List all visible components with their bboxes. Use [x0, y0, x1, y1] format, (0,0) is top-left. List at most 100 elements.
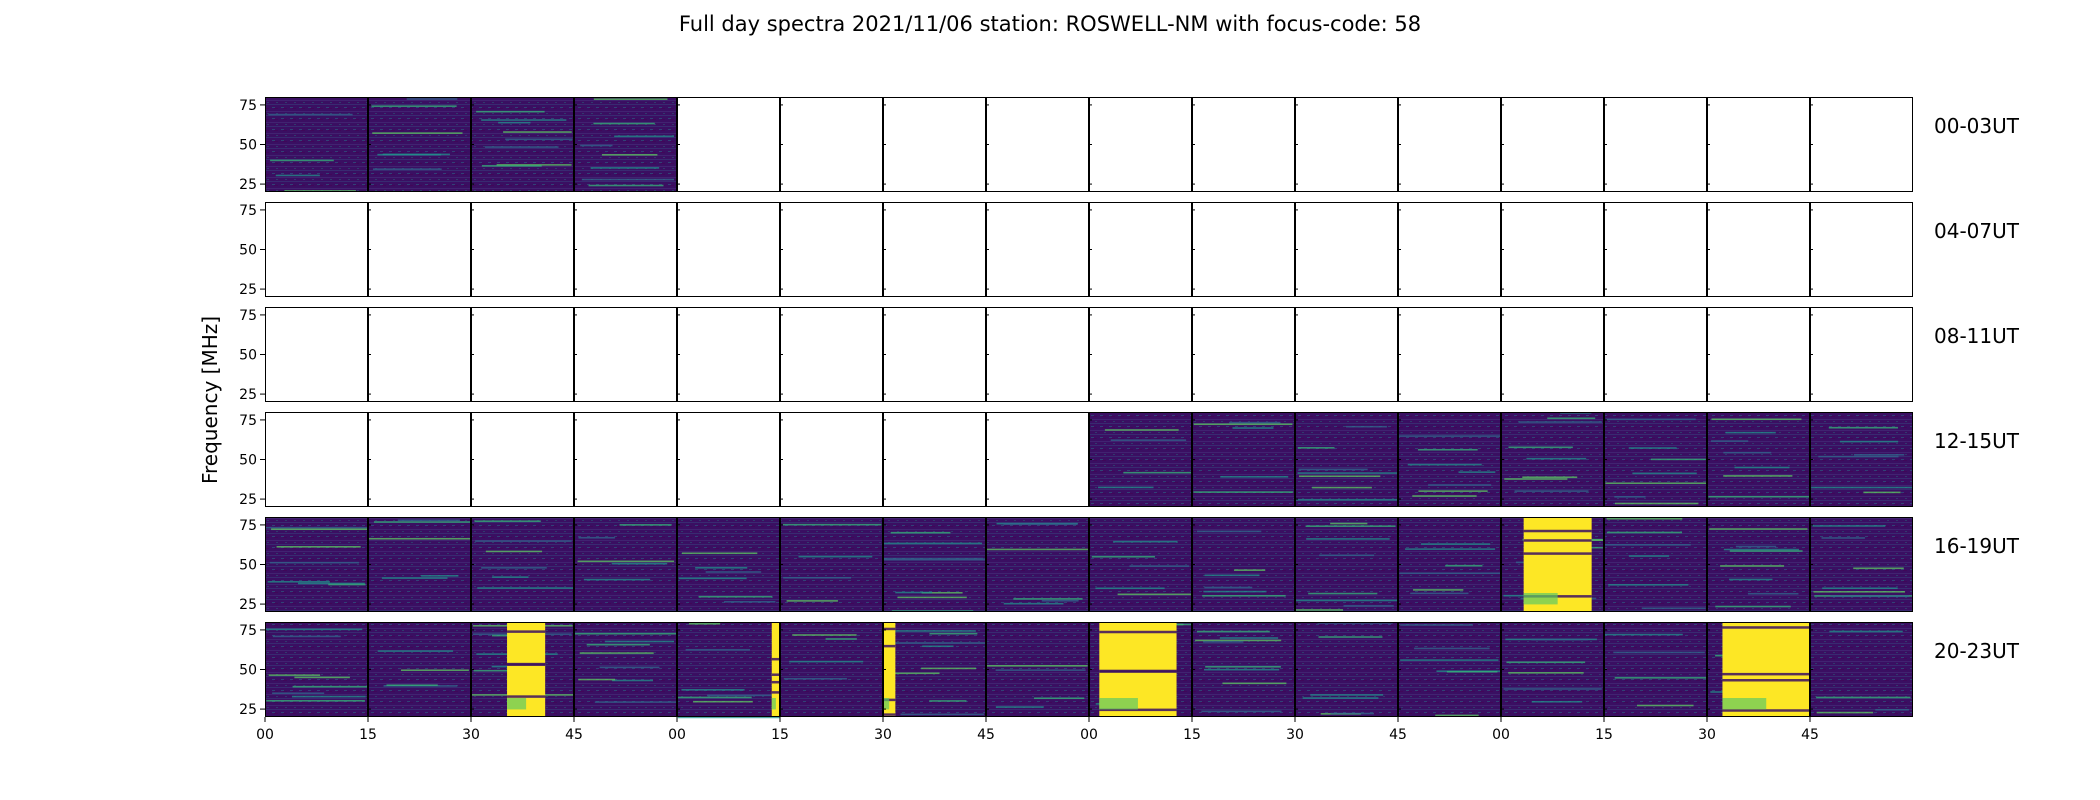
interference-band: [798, 555, 873, 558]
panel-frame: [265, 202, 368, 297]
interference-band: [1715, 605, 1791, 608]
interference-band: [1508, 672, 1584, 674]
interference-band: [1830, 595, 1910, 598]
burst-edge: [1722, 698, 1767, 710]
interference-band: [381, 577, 448, 579]
x-tick-label: 15: [1183, 727, 1201, 743]
empty-panel: [780, 202, 883, 297]
interference-band: [681, 689, 745, 691]
interference-band: [895, 591, 933, 594]
interference-band: [485, 550, 543, 553]
burst-dropout: [1722, 672, 1810, 676]
empty-panel: [883, 307, 986, 402]
interference-band: [1414, 647, 1490, 650]
interference-band: [1531, 700, 1583, 703]
burst-dropout: [1523, 529, 1592, 533]
y-tick-label: 75: [239, 308, 257, 324]
burst-dropout: [771, 691, 780, 694]
interference-band: [1196, 530, 1262, 533]
x-tick-label: 00: [256, 727, 274, 743]
interference-band: [1729, 578, 1773, 581]
interference-band: [783, 677, 847, 680]
interference-band: [619, 524, 672, 526]
interference-band: [1853, 567, 1904, 570]
interference-band: [1202, 594, 1286, 597]
burst-edge: [507, 698, 527, 710]
y-tick-label: 50: [239, 138, 257, 154]
x-tick-label: 00: [668, 727, 686, 743]
interference-band: [1614, 502, 1699, 505]
burst-dropout: [1523, 539, 1592, 542]
interference-band: [1723, 548, 1799, 551]
empty-panel: [265, 307, 368, 402]
interference-band: [368, 537, 471, 540]
interference-band: [1628, 447, 1677, 449]
panel-row: 25 50 75 20-23UT: [239, 622, 2020, 719]
interference-band: [580, 144, 613, 147]
interference-band: [1508, 446, 1573, 449]
spectrum-panel: [1810, 622, 1913, 717]
interference-band: [1296, 599, 1398, 602]
interference-band: [1446, 670, 1498, 673]
interference-band: [986, 548, 1089, 551]
interference-band: [1435, 714, 1479, 717]
row-label: 12-15UT: [1934, 429, 2020, 453]
interference-band: [294, 676, 350, 679]
interference-band: [268, 674, 321, 676]
y-tick-label: 50: [239, 243, 257, 259]
interference-band: [1297, 447, 1335, 449]
interference-band: [400, 669, 469, 672]
interference-band: [382, 153, 450, 156]
interference-band: [1205, 665, 1281, 668]
interference-band: [695, 567, 748, 569]
interference-band: [1503, 688, 1602, 690]
interference-band: [484, 146, 559, 148]
empty-panel: [1810, 307, 1913, 402]
interference-band: [593, 98, 668, 101]
interference-band: [792, 634, 857, 636]
interference-band: [986, 665, 1088, 667]
panel-row: 25 50 75 12-15UT: [239, 412, 2020, 508]
interference-band: [885, 630, 976, 632]
interference-band: [1302, 697, 1379, 699]
interference-band: [1407, 463, 1482, 466]
interference-band: [1504, 478, 1568, 480]
interference-band: [1605, 482, 1707, 485]
spectrum-panel: [368, 517, 471, 612]
interference-band: [265, 526, 368, 529]
interference-band: [782, 523, 882, 526]
interference-band: [1204, 668, 1280, 671]
interference-band: [1345, 425, 1387, 428]
interference-band: [786, 600, 838, 602]
interference-band: [477, 587, 574, 589]
x-tick-label: 45: [565, 727, 583, 743]
empty-panel: [1707, 97, 1810, 192]
interference-band: [1613, 651, 1705, 654]
empty-panel: [1192, 202, 1295, 297]
interference-band: [1632, 472, 1697, 475]
interference-band: [883, 557, 984, 560]
empty-panel: [1810, 202, 1913, 297]
interference-band: [1193, 423, 1293, 426]
burst-dropout: [1722, 709, 1810, 712]
interference-band: [586, 643, 650, 646]
interference-band: [1219, 637, 1279, 639]
interference-band: [1445, 564, 1483, 567]
interference-band: [825, 638, 857, 640]
interference-band: [1605, 418, 1696, 421]
interference-band: [265, 628, 363, 631]
interference-band: [594, 701, 677, 703]
interference-band: [612, 679, 654, 682]
spectrum-panel: [1810, 517, 1913, 612]
interference-band: [1518, 421, 1602, 423]
interference-band: [581, 178, 674, 181]
spectrum-panel: [780, 517, 883, 612]
interference-band: [1650, 458, 1706, 461]
interference-band: [272, 635, 341, 638]
spectrum-panel: [986, 517, 1089, 612]
burst-edge: [771, 698, 776, 710]
interference-band: [1203, 641, 1244, 643]
spectrum-panel: [1295, 622, 1398, 717]
interference-band: [1398, 435, 1501, 437]
